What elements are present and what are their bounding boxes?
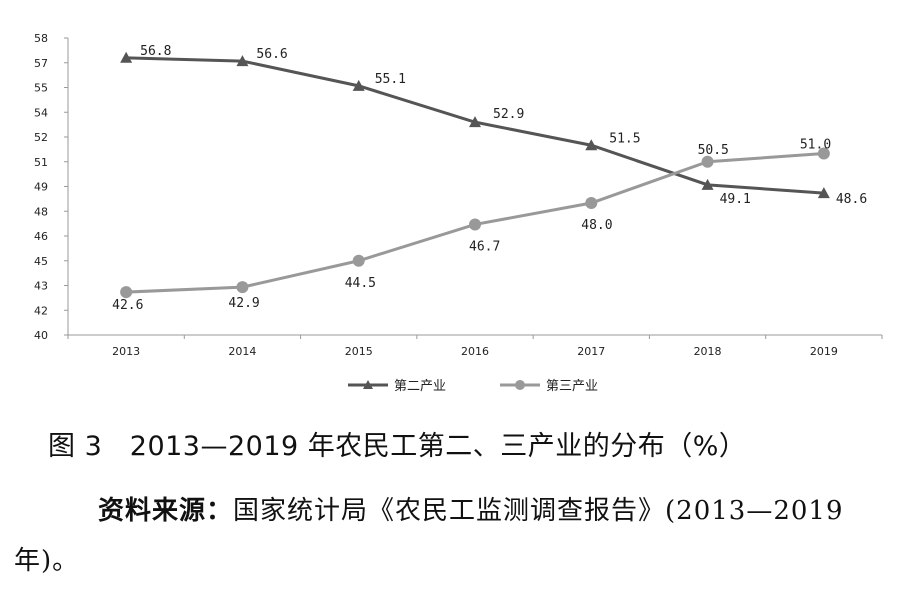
series-layer: 56.8 56.6 55.1 52.9 51.5 49.1 48.6 42.6 42.9 44.5… <box>112 44 867 313</box>
y-tick-label: 40 <box>34 329 48 342</box>
data-point-triangle <box>701 178 714 190</box>
data-point-triangle <box>585 139 598 151</box>
data-point-circle <box>469 218 481 231</box>
data-label: 42.9 <box>228 296 259 311</box>
legend-triangle-icon <box>363 380 373 389</box>
figure-title: 图 3 2013—2019 年农民工第二、三产业的分布（%） <box>48 431 747 462</box>
data-label: 49.1 <box>720 192 751 207</box>
data-label: 51.0 <box>800 138 831 153</box>
x-tick-label: 2014 <box>228 345 256 358</box>
y-axis-ticks: 40 42 43 45 46 48 49 51 52 54 55 57 58 <box>34 32 68 342</box>
data-point-triangle <box>817 187 830 199</box>
y-tick-label: 46 <box>34 230 48 243</box>
legend-label: 第二产业 <box>394 379 446 394</box>
x-axis-ticks: 2013 2014 2015 2016 2017 2018 2019 <box>67 335 883 358</box>
data-point-circle <box>120 286 133 299</box>
source-note: 资料来源：国家统计局《农民工监测调查报告》(2013—2019 年)。 <box>14 486 889 586</box>
x-tick-label: 2017 <box>577 345 605 358</box>
x-tick-label: 2019 <box>810 345 838 358</box>
series-2: 42.6 42.9 44.5 46.7 48.0 50.5 51.0 <box>112 138 831 314</box>
data-point-triangle <box>236 55 249 67</box>
y-tick-label: 57 <box>34 57 48 70</box>
data-label: 48.0 <box>581 218 612 233</box>
y-tick-label: 54 <box>34 106 48 119</box>
data-label: 56.8 <box>140 44 171 59</box>
data-label: 44.5 <box>345 276 376 291</box>
source-text: 国家统计局《农民工监测调查报告》(2013—2019 年)。 <box>14 496 844 576</box>
data-label: 50.5 <box>698 143 729 158</box>
y-tick-label: 49 <box>34 181 48 194</box>
y-tick-label: 48 <box>34 205 48 218</box>
x-tick-label: 2018 <box>694 345 722 358</box>
x-tick-label: 2016 <box>461 345 489 358</box>
y-tick-label: 42 <box>34 304 48 317</box>
y-tick-label: 51 <box>34 156 48 169</box>
y-tick-label: 45 <box>34 255 48 268</box>
x-tick-label: 2015 <box>345 345 373 358</box>
data-point-circle <box>817 147 830 160</box>
data-label: 51.5 <box>609 131 640 146</box>
data-label: 42.6 <box>112 298 143 313</box>
data-point-circle <box>352 254 365 267</box>
data-label: 46.7 <box>469 239 500 254</box>
y-tick-label: 52 <box>34 131 48 144</box>
data-label: 48.6 <box>836 192 867 207</box>
data-point-triangle <box>352 79 365 91</box>
y-tick-label: 58 <box>34 32 48 45</box>
y-tick-label: 43 <box>34 280 48 293</box>
legend-label: 第三产业 <box>546 379 598 394</box>
data-label: 55.1 <box>375 72 406 87</box>
y-tick-label: 55 <box>34 82 48 95</box>
x-tick-label: 2013 <box>112 345 140 358</box>
series-1: 56.8 56.6 55.1 52.9 51.5 49.1 48.6 <box>120 44 867 207</box>
data-label: 52.9 <box>493 107 524 122</box>
data-point-triangle <box>120 51 133 63</box>
legend-circle-icon <box>515 380 525 390</box>
data-label: 56.6 <box>256 47 287 62</box>
data-point-triangle <box>469 116 481 128</box>
data-point-circle <box>701 155 714 168</box>
data-point-circle <box>236 281 249 294</box>
source-label: 资料来源： <box>98 496 234 526</box>
data-point-circle <box>585 197 598 209</box>
chart-legend: 第二产业 第三产业 <box>348 379 598 394</box>
